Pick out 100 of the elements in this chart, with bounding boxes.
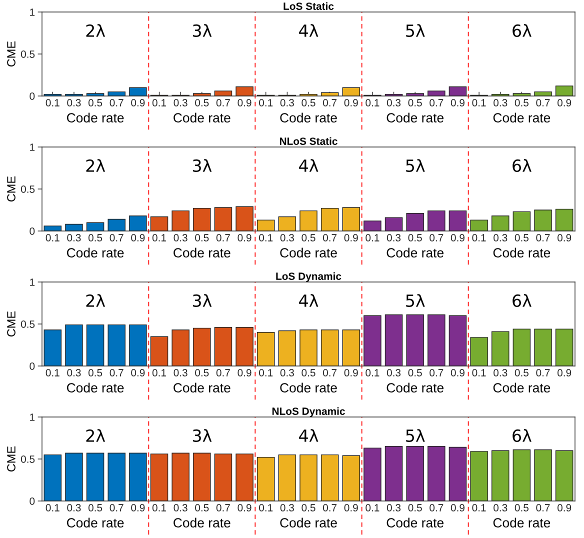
x-tick-label: 0.9 xyxy=(450,99,464,106)
chart-title: NLoS Dynamic xyxy=(272,407,345,417)
x-tick-label: 0.5 xyxy=(408,369,422,376)
annotation: 4λ xyxy=(299,429,318,442)
x-tick-label: 0.3 xyxy=(67,504,81,512)
annotation: 5λ xyxy=(406,294,425,307)
x-tick-label: 0.5 xyxy=(514,369,529,376)
x-tick-label: 0.5 xyxy=(195,504,209,512)
x-tick-label: 0.7 xyxy=(430,99,444,106)
x-tick-label: 0.7 xyxy=(110,234,124,242)
x-tick-label: 0.3 xyxy=(67,99,81,106)
x-tick-label: 0.5 xyxy=(88,369,102,376)
annotation: 3λ xyxy=(192,429,212,442)
y-axis-title: CME xyxy=(7,176,16,202)
annotation: 2λ xyxy=(86,294,106,307)
x-tick-label: 0.9 xyxy=(131,504,145,512)
x-tick-label: 0.5 xyxy=(302,234,316,242)
x-tick-label: 0.7 xyxy=(322,99,337,106)
x-tick-label: 0.9 xyxy=(238,369,252,376)
x-tick-label: 0.7 xyxy=(430,234,444,242)
chart-title: LoS Dynamic xyxy=(276,272,342,282)
text: Code rate xyxy=(174,518,230,528)
x-tick-label: 0.1 xyxy=(46,99,60,106)
x-tick-label: 0.7 xyxy=(322,504,337,512)
x-tick-label: 0.1 xyxy=(46,234,60,242)
text: Code rate xyxy=(386,112,444,122)
x-tick-label: 0.1 xyxy=(259,504,273,512)
x-tick-label: 0.1 xyxy=(366,369,380,376)
x-tick-label: 0.7 xyxy=(536,504,550,512)
y-tick-label: 1 xyxy=(30,144,35,151)
chart-title: LoS Static xyxy=(284,2,334,10)
x-tick-label: 0.1 xyxy=(366,504,380,512)
y-tick-label: 0.5 xyxy=(20,320,35,328)
x-tick-label: 0.3 xyxy=(174,369,188,376)
x-tick-label: 0.3 xyxy=(386,99,401,106)
x-tick-label: 0.9 xyxy=(344,504,358,512)
annotation: 5λ xyxy=(406,159,425,172)
x-tick-label: 0.3 xyxy=(280,99,294,106)
x-tick-label: 0.3 xyxy=(67,369,81,376)
y-tick-label: 0 xyxy=(30,362,35,370)
text: Code rate xyxy=(493,382,550,392)
text: Code rate xyxy=(174,112,230,122)
x-tick-label: 0.3 xyxy=(174,504,188,512)
x-tick-label: 0.7 xyxy=(216,504,230,512)
annotation: 2λ xyxy=(86,159,106,172)
x-tick-label: 0.7 xyxy=(536,234,550,242)
x-tick-label: 0.7 xyxy=(110,504,124,512)
x-tick-label: 0.3 xyxy=(386,504,401,512)
x-axis-title: Code rate xyxy=(67,112,124,122)
x-tick-label: 0.5 xyxy=(408,504,422,512)
x-tick-label: 0.5 xyxy=(195,99,209,106)
x-tick-label: 0.3 xyxy=(280,369,294,376)
text: Code rate xyxy=(280,382,337,392)
chart-title: NLoS Static xyxy=(280,137,338,145)
x-tick-label: 0.7 xyxy=(110,99,124,106)
x-tick-label: 0.5 xyxy=(195,234,209,242)
annotation: 4λ xyxy=(299,294,318,307)
x-tick-label: 0.1 xyxy=(46,369,60,376)
text: Code rate xyxy=(493,112,550,122)
x-tick-label: 0.1 xyxy=(366,99,380,106)
x-tick-label: 0.7 xyxy=(536,369,550,376)
x-tick-label: 0.5 xyxy=(408,99,422,106)
x-tick-label: 0.7 xyxy=(430,369,444,376)
y-tick-label: 0 xyxy=(30,228,35,235)
text: Code rate xyxy=(386,518,444,528)
x-tick-label: 0.3 xyxy=(386,369,401,376)
y-axis-title: CME xyxy=(7,41,16,67)
x-tick-label: 0.1 xyxy=(472,234,486,242)
x-tick-label: 0.5 xyxy=(408,234,422,242)
x-tick-label: 0.3 xyxy=(494,369,508,376)
y-tick-label: 0.5 xyxy=(20,50,35,58)
x-tick-label: 0.3 xyxy=(174,234,188,242)
x-tick-label: 0.7 xyxy=(322,234,337,242)
text: Code rate xyxy=(280,248,337,258)
annotation: 4λ xyxy=(299,159,318,172)
x-tick-label: 0.1 xyxy=(46,504,60,512)
x-tick-label: 0.5 xyxy=(302,99,316,106)
annotation: 2λ xyxy=(86,429,106,442)
text: Code rate xyxy=(493,518,550,528)
x-tick-label: 0.9 xyxy=(238,234,252,242)
x-tick-label: 0.5 xyxy=(88,234,102,242)
x-tick-label: 0.7 xyxy=(322,369,337,376)
x-tick-label: 0.1 xyxy=(259,234,273,242)
x-tick-label: 0.7 xyxy=(430,504,444,512)
x-tick-label: 0.1 xyxy=(259,99,273,106)
x-axis-title: Code rate xyxy=(67,518,124,528)
x-tick-label: 0.3 xyxy=(174,99,188,106)
annotation: 6λ xyxy=(512,294,532,307)
x-tick-label: 0.7 xyxy=(216,99,230,106)
x-tick-label: 0.9 xyxy=(344,234,358,242)
y-axis-title: CME xyxy=(7,446,16,472)
annotation: 5λ xyxy=(406,24,425,37)
x-tick-label: 0.1 xyxy=(152,504,166,512)
x-axis-title: Code rate xyxy=(67,248,124,258)
x-tick-label: 0.3 xyxy=(494,504,508,512)
text: Code rate xyxy=(174,382,230,392)
x-tick-label: 0.9 xyxy=(344,369,358,376)
x-tick-label: 0.1 xyxy=(259,369,273,376)
x-tick-label: 0.5 xyxy=(514,99,529,106)
annotation: 3λ xyxy=(192,24,212,37)
